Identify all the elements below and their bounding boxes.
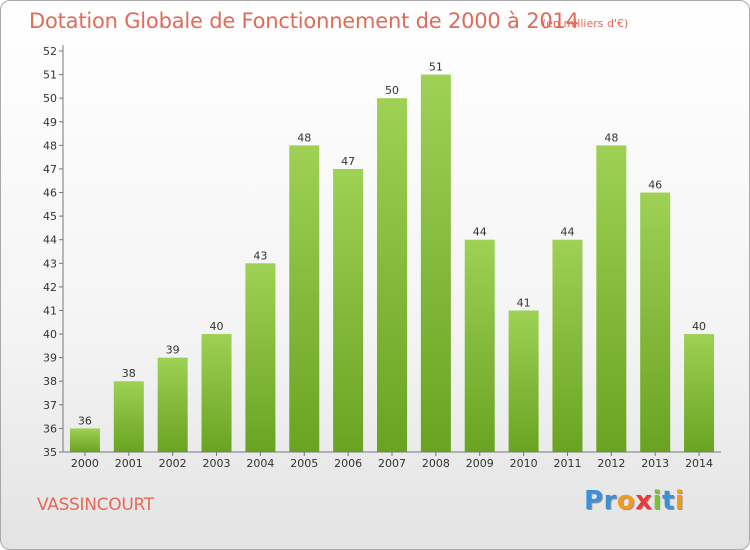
logo-letter: o bbox=[616, 486, 636, 516]
bar-2011 bbox=[552, 239, 583, 452]
bar-2013 bbox=[640, 192, 671, 452]
logo-letter: P bbox=[584, 486, 604, 516]
bar-2005 bbox=[289, 145, 320, 452]
y-tick-label: 51 bbox=[43, 69, 57, 82]
y-tick-label: 46 bbox=[43, 187, 57, 200]
y-tick-label: 43 bbox=[43, 257, 57, 270]
x-tick-label-2006: 2006 bbox=[334, 457, 362, 470]
value-label-2002: 39 bbox=[166, 344, 180, 357]
x-tick-label-2013: 2013 bbox=[641, 457, 669, 470]
y-tick-label: 40 bbox=[43, 328, 57, 341]
y-tick-label: 37 bbox=[43, 399, 57, 412]
proxiti-logo: Proxiti bbox=[584, 486, 684, 516]
x-tick-label-2008: 2008 bbox=[422, 457, 450, 470]
chart-title: Dotation Globale de Fonctionnement de 20… bbox=[29, 9, 579, 33]
value-label-2010: 41 bbox=[517, 296, 531, 309]
bar-2004 bbox=[245, 263, 276, 452]
x-tick-label-2000: 2000 bbox=[71, 457, 99, 470]
y-tick-label: 50 bbox=[43, 92, 57, 105]
value-label-2003: 40 bbox=[210, 320, 224, 333]
bar-2009 bbox=[464, 239, 495, 452]
value-label-2004: 43 bbox=[253, 249, 267, 262]
x-tick-label-2007: 2007 bbox=[378, 457, 406, 470]
value-label-2006: 47 bbox=[341, 155, 355, 168]
chart-subtitle: (en milliers d'€) bbox=[542, 17, 629, 30]
x-tick-label-2014: 2014 bbox=[685, 457, 713, 470]
logo-letter: i bbox=[674, 486, 685, 516]
y-tick-label: 35 bbox=[43, 446, 57, 459]
x-tick-label-2012: 2012 bbox=[597, 457, 625, 470]
y-tick-label: 49 bbox=[43, 116, 57, 129]
y-tick-label: 45 bbox=[43, 210, 57, 223]
x-tick-label-2010: 2010 bbox=[510, 457, 538, 470]
value-label-2011: 44 bbox=[560, 226, 574, 239]
value-label-2008: 51 bbox=[429, 61, 443, 74]
y-tick-label: 44 bbox=[43, 234, 57, 247]
value-label-2001: 38 bbox=[122, 367, 136, 380]
x-tick-label-2009: 2009 bbox=[466, 457, 494, 470]
bar-2002 bbox=[157, 357, 188, 452]
value-label-2009: 44 bbox=[473, 226, 487, 239]
bar-2006 bbox=[333, 168, 364, 453]
x-tick-label-2005: 2005 bbox=[290, 457, 318, 470]
y-tick-label: 47 bbox=[43, 163, 57, 176]
x-tick-label-2001: 2001 bbox=[115, 457, 143, 470]
bar-2000 bbox=[69, 428, 100, 452]
y-tick-label: 52 bbox=[43, 45, 57, 58]
value-label-2005: 48 bbox=[297, 131, 311, 144]
bar-2010 bbox=[508, 310, 539, 452]
y-tick-label: 41 bbox=[43, 304, 57, 317]
x-tick-label-2003: 2003 bbox=[203, 457, 231, 470]
bar-2008 bbox=[420, 74, 451, 453]
x-axis: 2000 2001 2002 2003 2004 2005 2006 2007 2008 2009… bbox=[63, 451, 721, 470]
y-axis: 35 36 37 38 39 40 41 42 43 44 45 46 47 48 49 50 51 52 bbox=[43, 45, 64, 459]
logo-letter: r bbox=[603, 486, 617, 516]
y-tick-label: 42 bbox=[43, 281, 57, 294]
commune-name: VASSINCOURT bbox=[37, 495, 154, 515]
bar-2007 bbox=[377, 98, 407, 453]
value-label-2013: 46 bbox=[648, 179, 662, 192]
y-tick-label: 48 bbox=[43, 139, 57, 152]
value-label-2007: 50 bbox=[385, 84, 399, 97]
x-tick-label-2011: 2011 bbox=[553, 457, 581, 470]
x-tick-label-2002: 2002 bbox=[159, 457, 187, 470]
y-tick-label: 39 bbox=[43, 352, 57, 365]
bar-2014 bbox=[684, 334, 715, 452]
y-tick-label: 38 bbox=[43, 375, 57, 388]
bar-2003 bbox=[201, 334, 232, 452]
bar-2001 bbox=[113, 381, 144, 452]
bars-group: 36 38 39 40 43 48 47 50 51 44 41 44 48 46 40 bbox=[69, 61, 715, 453]
value-label-2012: 48 bbox=[604, 131, 618, 144]
logo-letter: x bbox=[635, 486, 653, 516]
logo-letter: i bbox=[652, 486, 662, 516]
value-label-2014: 40 bbox=[692, 320, 706, 333]
logo-letter: t bbox=[661, 486, 675, 516]
value-label-2000: 36 bbox=[78, 414, 92, 427]
bar-2012 bbox=[596, 145, 627, 452]
y-tick-label: 36 bbox=[43, 422, 57, 435]
x-tick-label-2004: 2004 bbox=[246, 457, 274, 470]
